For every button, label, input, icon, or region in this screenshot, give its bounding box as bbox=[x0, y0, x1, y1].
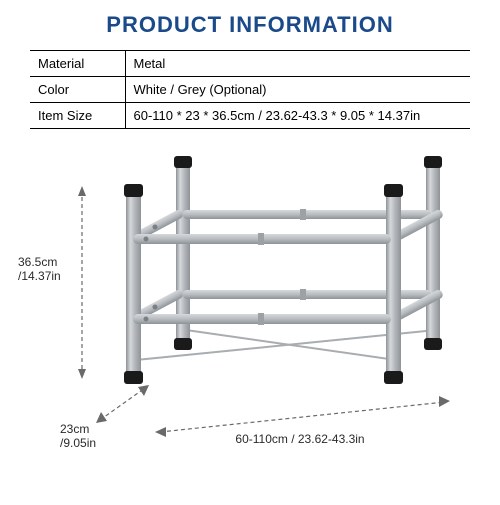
table-row: Item Size 60-110 * 23 * 36.5cm / 23.62-4… bbox=[30, 103, 470, 129]
spec-label: Material bbox=[30, 51, 125, 77]
spec-table: Material Metal Color White / Grey (Optio… bbox=[30, 50, 470, 129]
spec-value: 60-110 * 23 * 36.5cm / 23.62-43.3 * 9.05… bbox=[125, 103, 470, 129]
dim-width-cm: 60-110cm bbox=[235, 432, 287, 446]
spec-label: Item Size bbox=[30, 103, 125, 129]
dim-width: 60-110cm / 23.62-43.3in bbox=[200, 432, 400, 446]
dim-height: 36.5cm /14.37in bbox=[18, 255, 78, 283]
dim-depth: 23cm /9.05in bbox=[60, 422, 130, 450]
dim-height-in: /14.37in bbox=[18, 269, 61, 283]
spec-value: Metal bbox=[125, 51, 470, 77]
header: PRODUCT INFORMATION bbox=[0, 0, 500, 46]
dim-depth-cm: 23cm bbox=[60, 422, 89, 436]
page-title: PRODUCT INFORMATION bbox=[0, 12, 500, 38]
spec-label: Color bbox=[30, 77, 125, 103]
dim-depth-in: /9.05in bbox=[60, 436, 96, 450]
dim-height-cm: 36.5cm bbox=[18, 255, 57, 269]
table-row: Material Metal bbox=[30, 51, 470, 77]
table-row: Color White / Grey (Optional) bbox=[30, 77, 470, 103]
spec-value: White / Grey (Optional) bbox=[125, 77, 470, 103]
dim-width-in: / 23.62-43.3in bbox=[291, 432, 364, 446]
product-diagram: 36.5cm /14.37in 23cm /9.05in 60-110cm / … bbox=[0, 140, 500, 500]
